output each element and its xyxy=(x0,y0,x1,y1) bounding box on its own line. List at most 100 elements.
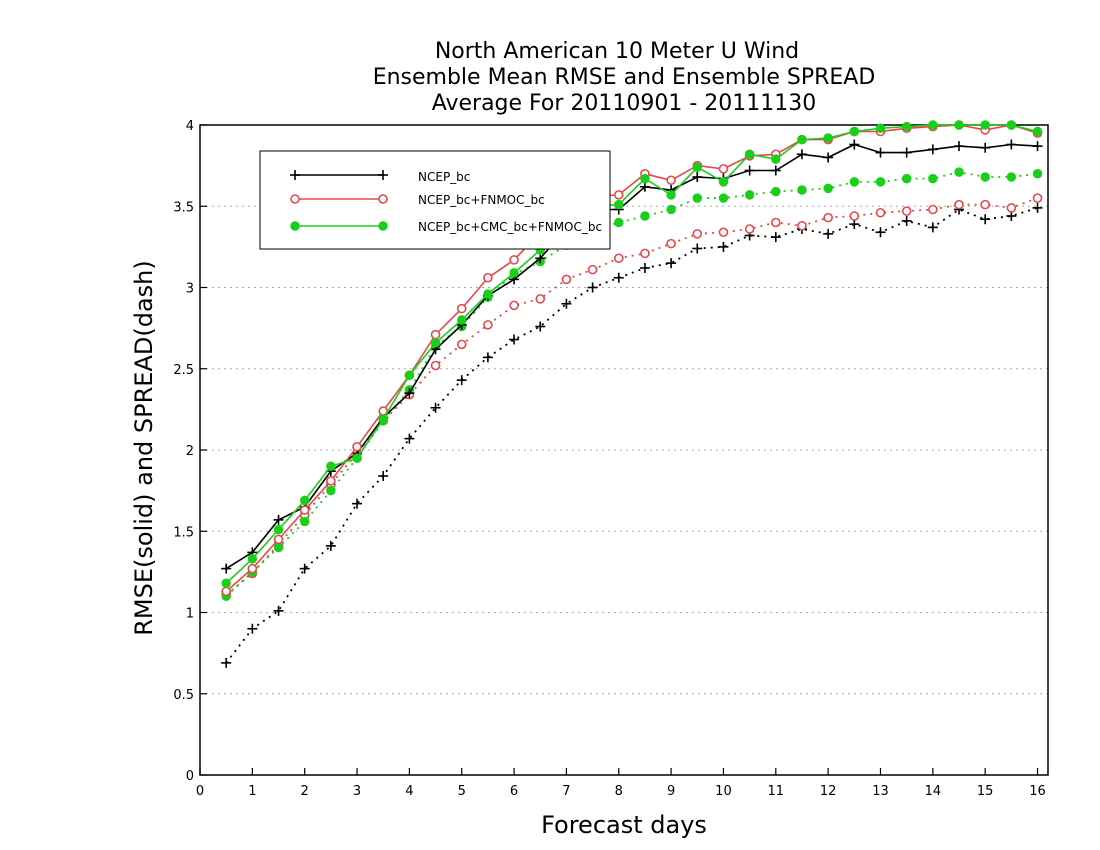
title-line-1: North American 10 Meter U Wind xyxy=(435,39,799,64)
rmse-point xyxy=(326,476,336,486)
rmse-point xyxy=(666,190,676,200)
spread-point xyxy=(326,485,336,496)
y-tick-label: 3 xyxy=(186,282,194,297)
rmse-point xyxy=(849,126,860,137)
spread-point xyxy=(797,220,807,231)
spread-point xyxy=(823,183,833,194)
rmse-point xyxy=(771,154,781,164)
rmse-point xyxy=(299,495,310,506)
spread-point xyxy=(1006,203,1017,213)
series-spread-1 xyxy=(221,193,1043,600)
rmse-point xyxy=(823,133,833,143)
spread-point xyxy=(640,211,650,221)
spread-point xyxy=(587,282,598,293)
rmse-point xyxy=(928,120,938,130)
spread-point xyxy=(692,229,703,239)
rmse-point xyxy=(980,120,990,130)
rmse-point xyxy=(352,453,362,463)
rmse-point xyxy=(613,190,624,200)
spread-point xyxy=(797,185,807,195)
y-tick-label: 2 xyxy=(186,444,194,459)
rmse-point xyxy=(770,165,781,176)
spread-point xyxy=(928,204,938,215)
rmse-point xyxy=(744,149,755,159)
spread-point xyxy=(456,375,467,386)
rmse-point xyxy=(980,142,991,153)
y-tick-label: 4 xyxy=(186,119,194,134)
rmse-point xyxy=(430,338,441,348)
spread-point xyxy=(823,212,833,223)
legend-marker xyxy=(378,170,388,180)
spread-line xyxy=(225,197,1038,596)
legend-label-ncep-cmc-fnmoc: NCEP_bc+CMC_bc+FNMOC_bc xyxy=(418,220,602,234)
rmse-point xyxy=(456,303,467,314)
x-tick-label: 14 xyxy=(925,784,942,799)
spread-point xyxy=(875,207,886,218)
x-tick-label: 3 xyxy=(353,784,361,799)
spread-point xyxy=(692,193,702,203)
spread-point xyxy=(639,263,650,273)
rmse-point xyxy=(718,177,729,187)
rmse-point xyxy=(404,388,415,399)
spread-point xyxy=(561,274,572,285)
spread-point xyxy=(666,238,676,249)
y-tick-label: 0 xyxy=(186,769,194,784)
rmse-point xyxy=(430,329,441,340)
spread-point xyxy=(509,334,520,345)
rmse-point xyxy=(875,147,886,158)
spread-point xyxy=(483,320,493,330)
x-tick-label: 2 xyxy=(301,784,309,799)
spread-point xyxy=(1032,169,1043,179)
spread-point xyxy=(482,352,493,363)
x-tick-label: 4 xyxy=(405,784,413,799)
spread-point xyxy=(980,172,990,182)
rmse-point xyxy=(744,165,755,176)
rmse-point xyxy=(273,514,284,525)
spread-point xyxy=(509,300,519,311)
y-axis-label: RMSE(solid) and SPREAD(dash) xyxy=(130,260,158,636)
legend-marker xyxy=(290,221,300,231)
x-axis-label: Forecast days xyxy=(541,811,707,839)
x-tick-label: 8 xyxy=(615,784,623,799)
spread-point xyxy=(273,605,284,616)
rmse-point xyxy=(796,149,807,160)
spread-point xyxy=(718,241,729,252)
spread-point xyxy=(535,321,546,332)
rmse-point xyxy=(954,141,965,152)
rmse-point xyxy=(273,524,284,535)
legend-label-ncep-bc: NCEP_bc xyxy=(418,170,470,184)
rmse-point xyxy=(483,272,493,283)
legend-marker xyxy=(378,194,388,204)
rmse-point xyxy=(247,554,258,564)
spread-point xyxy=(404,433,415,444)
rmse-point xyxy=(901,121,912,132)
rmse-point xyxy=(221,578,231,588)
spread-point xyxy=(928,173,938,184)
x-tick-label: 15 xyxy=(977,784,994,799)
spread-point xyxy=(299,563,310,574)
spread-point xyxy=(430,402,441,413)
rmse-point xyxy=(927,144,938,155)
series-spread-0 xyxy=(221,202,1043,668)
x-tick-label: 0 xyxy=(196,784,204,799)
spread-point xyxy=(666,204,676,215)
x-tick-label: 1 xyxy=(248,784,256,799)
spread-point xyxy=(849,177,860,187)
spread-point xyxy=(299,516,310,527)
legend-box xyxy=(259,150,611,250)
spread-point xyxy=(980,214,991,225)
rmse-point xyxy=(221,563,232,574)
rmse-point xyxy=(954,120,964,130)
spread-point xyxy=(247,623,258,634)
spread-point xyxy=(980,199,990,210)
x-tick-label: 16 xyxy=(1029,784,1046,799)
rmse-point xyxy=(221,586,231,597)
axis-ticks: 00.511.522.533.540 1 2 3 4 5 6 7 8 9 10 11 12 13 14 15 1… xyxy=(173,119,1045,799)
rmse-point xyxy=(639,181,650,192)
spread-point xyxy=(613,253,624,264)
spread-point xyxy=(640,248,650,259)
title-line-2: Ensemble Mean RMSE and Ensemble SPREAD xyxy=(373,65,876,90)
spread-point xyxy=(718,193,729,203)
spread-point xyxy=(561,298,572,309)
